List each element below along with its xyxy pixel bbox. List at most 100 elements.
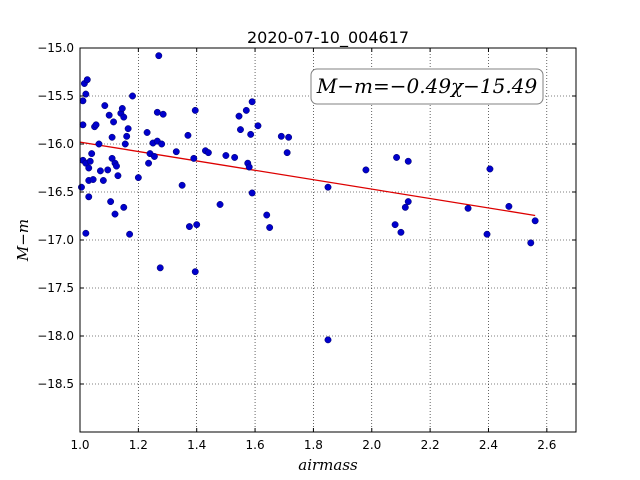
data-point — [83, 76, 91, 84]
data-point — [153, 108, 161, 116]
data-point — [531, 217, 539, 225]
data-point — [464, 204, 472, 212]
plot-background — [80, 48, 576, 432]
y-tick-label: −16.5 — [37, 185, 74, 199]
data-point — [105, 111, 113, 119]
data-point — [82, 229, 90, 237]
x-tick-label: 1.0 — [70, 438, 89, 452]
data-point — [178, 181, 186, 189]
data-point — [486, 165, 494, 173]
data-point — [245, 163, 253, 171]
data-point — [185, 223, 193, 231]
data-point — [108, 133, 116, 141]
data-point — [237, 126, 244, 134]
data-point — [397, 228, 405, 236]
data-point — [285, 133, 293, 141]
y-tick-label: −15.5 — [37, 89, 74, 103]
data-point — [120, 203, 128, 211]
fit-legend-box: M−m=−0.49χ−15.49 — [310, 68, 544, 105]
data-point — [172, 148, 180, 156]
data-point — [204, 149, 212, 157]
data-point — [143, 129, 151, 136]
data-point — [120, 113, 128, 121]
data-point — [113, 162, 120, 170]
data-point — [88, 150, 96, 158]
x-tick-label: 2.4 — [479, 438, 498, 452]
data-point — [134, 174, 142, 182]
data-point — [191, 268, 199, 276]
fit-equation: M−m=−0.49χ−15.49 — [316, 74, 538, 98]
data-point — [124, 125, 132, 133]
data-points — [78, 52, 539, 344]
x-tick-label: 2.0 — [362, 438, 381, 452]
data-point — [216, 201, 224, 208]
data-point — [324, 336, 332, 344]
data-point — [242, 106, 250, 114]
y-tick-label: −16.0 — [37, 137, 74, 151]
data-point — [118, 105, 126, 112]
data-point — [401, 203, 409, 211]
y-axis-label: M−m — [14, 219, 32, 262]
data-point — [248, 189, 256, 197]
data-point — [527, 239, 535, 247]
y-tick-label: −18.0 — [37, 329, 74, 343]
y-tick-label: −18.5 — [37, 377, 74, 391]
y-tick-label: −17.5 — [37, 281, 74, 295]
data-point — [156, 264, 164, 272]
data-point — [78, 183, 85, 191]
data-point — [126, 230, 134, 238]
data-point — [79, 97, 87, 105]
x-tick-label: 1.4 — [187, 438, 206, 452]
data-point — [104, 166, 112, 174]
data-point — [391, 221, 399, 229]
data-point — [85, 164, 93, 172]
data-point — [283, 149, 291, 157]
data-point — [86, 157, 94, 165]
data-point — [193, 221, 201, 229]
data-point — [231, 153, 239, 161]
data-point — [82, 90, 90, 98]
data-point — [96, 167, 104, 175]
data-point — [99, 177, 107, 184]
data-point — [89, 176, 97, 183]
data-point — [95, 140, 103, 148]
data-point — [123, 132, 131, 140]
data-point — [505, 202, 513, 210]
data-point — [184, 131, 192, 139]
data-point — [277, 132, 285, 140]
data-point — [324, 183, 332, 191]
data-point — [114, 172, 122, 180]
axis-ticks: 1.0 1.2 1.4 1.6 1.8 2.0 2.2 2.4 2.6 −15.0 −15.5 −16… — [37, 41, 576, 452]
data-point — [362, 166, 370, 174]
data-point — [92, 121, 100, 129]
data-point — [483, 230, 491, 238]
data-point — [101, 102, 109, 110]
y-tick-label: −15.0 — [37, 41, 74, 55]
data-point — [254, 122, 262, 130]
data-point — [111, 210, 119, 218]
data-point — [145, 159, 153, 167]
x-tick-label: 2.6 — [537, 438, 556, 452]
data-point — [404, 198, 412, 206]
data-point — [85, 193, 93, 201]
x-tick-label: 2.2 — [421, 438, 440, 452]
data-point — [266, 224, 274, 231]
data-point — [263, 211, 271, 219]
data-point — [110, 118, 118, 126]
data-point — [158, 140, 166, 148]
x-tick-label: 1.6 — [246, 438, 265, 452]
data-point — [159, 110, 167, 118]
data-point — [247, 130, 255, 138]
legend-frame — [310, 68, 544, 105]
data-point — [79, 121, 87, 129]
y-tick-label: −17.0 — [37, 233, 74, 247]
data-point — [190, 154, 198, 162]
data-point — [222, 152, 230, 159]
x-tick-label: 1.8 — [304, 438, 323, 452]
data-point — [155, 52, 163, 60]
x-axis-label: airmass — [298, 456, 358, 474]
data-point — [404, 157, 412, 165]
data-point — [393, 153, 401, 161]
data-point — [107, 198, 115, 206]
